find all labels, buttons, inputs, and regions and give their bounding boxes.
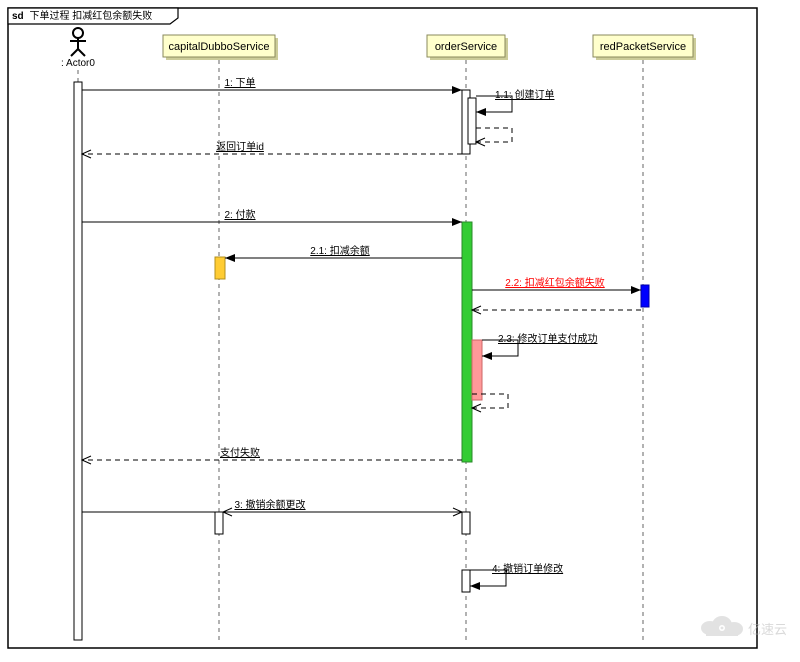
arrow-head-icon [225, 254, 235, 262]
watermark-text: 亿速云 [748, 622, 787, 637]
message-label: 4: 撤销订单修改 [492, 562, 563, 575]
activation-bar [462, 570, 470, 592]
activation-bar [215, 257, 225, 279]
message-label: 2.1: 扣减余额 [310, 244, 369, 257]
arrow-head-icon [476, 108, 486, 116]
message-label: 支付失败 [220, 446, 260, 459]
arrow-head-icon [631, 286, 641, 294]
diagram-frame [8, 8, 757, 648]
actor-label: : Actor0 [61, 58, 95, 69]
activation-bar [74, 82, 82, 640]
activation-bar [462, 222, 472, 462]
message-label: 1: 下单 [224, 77, 255, 89]
lifeline-label: capitalDubboService [169, 41, 270, 53]
activation-bar [462, 512, 470, 534]
message-label: 1.1: 创建订单 [495, 88, 554, 101]
message-label: 2.2: 扣减红包余额失败 [505, 276, 604, 289]
message-label: 返回订单id [216, 141, 264, 153]
lifeline-label: redPacketService [600, 41, 686, 53]
activation-bar [468, 98, 476, 144]
sequence-diagram: sd 下单过程 扣减红包余额失败 : Actor0 capitalDubboSe… [0, 0, 800, 662]
arrow-head-icon [452, 86, 462, 94]
watermark: 亿速云 [701, 616, 787, 637]
activation-bar [215, 512, 223, 534]
message-label: 3: 撤销余额更改 [234, 498, 305, 511]
message-label: 2: 付款 [224, 208, 255, 221]
arrow-head-icon [470, 582, 480, 590]
message-label: 2.3: 修改订单支付成功 [498, 332, 597, 345]
arrow-head-icon [452, 218, 462, 226]
arrow-head-icon [482, 352, 492, 360]
lifeline-label: orderService [435, 41, 497, 53]
activation-bar [641, 285, 649, 307]
diagram-frame-label: sd 下单过程 扣减红包余额失败 [12, 9, 152, 22]
activation-bar [472, 340, 482, 400]
